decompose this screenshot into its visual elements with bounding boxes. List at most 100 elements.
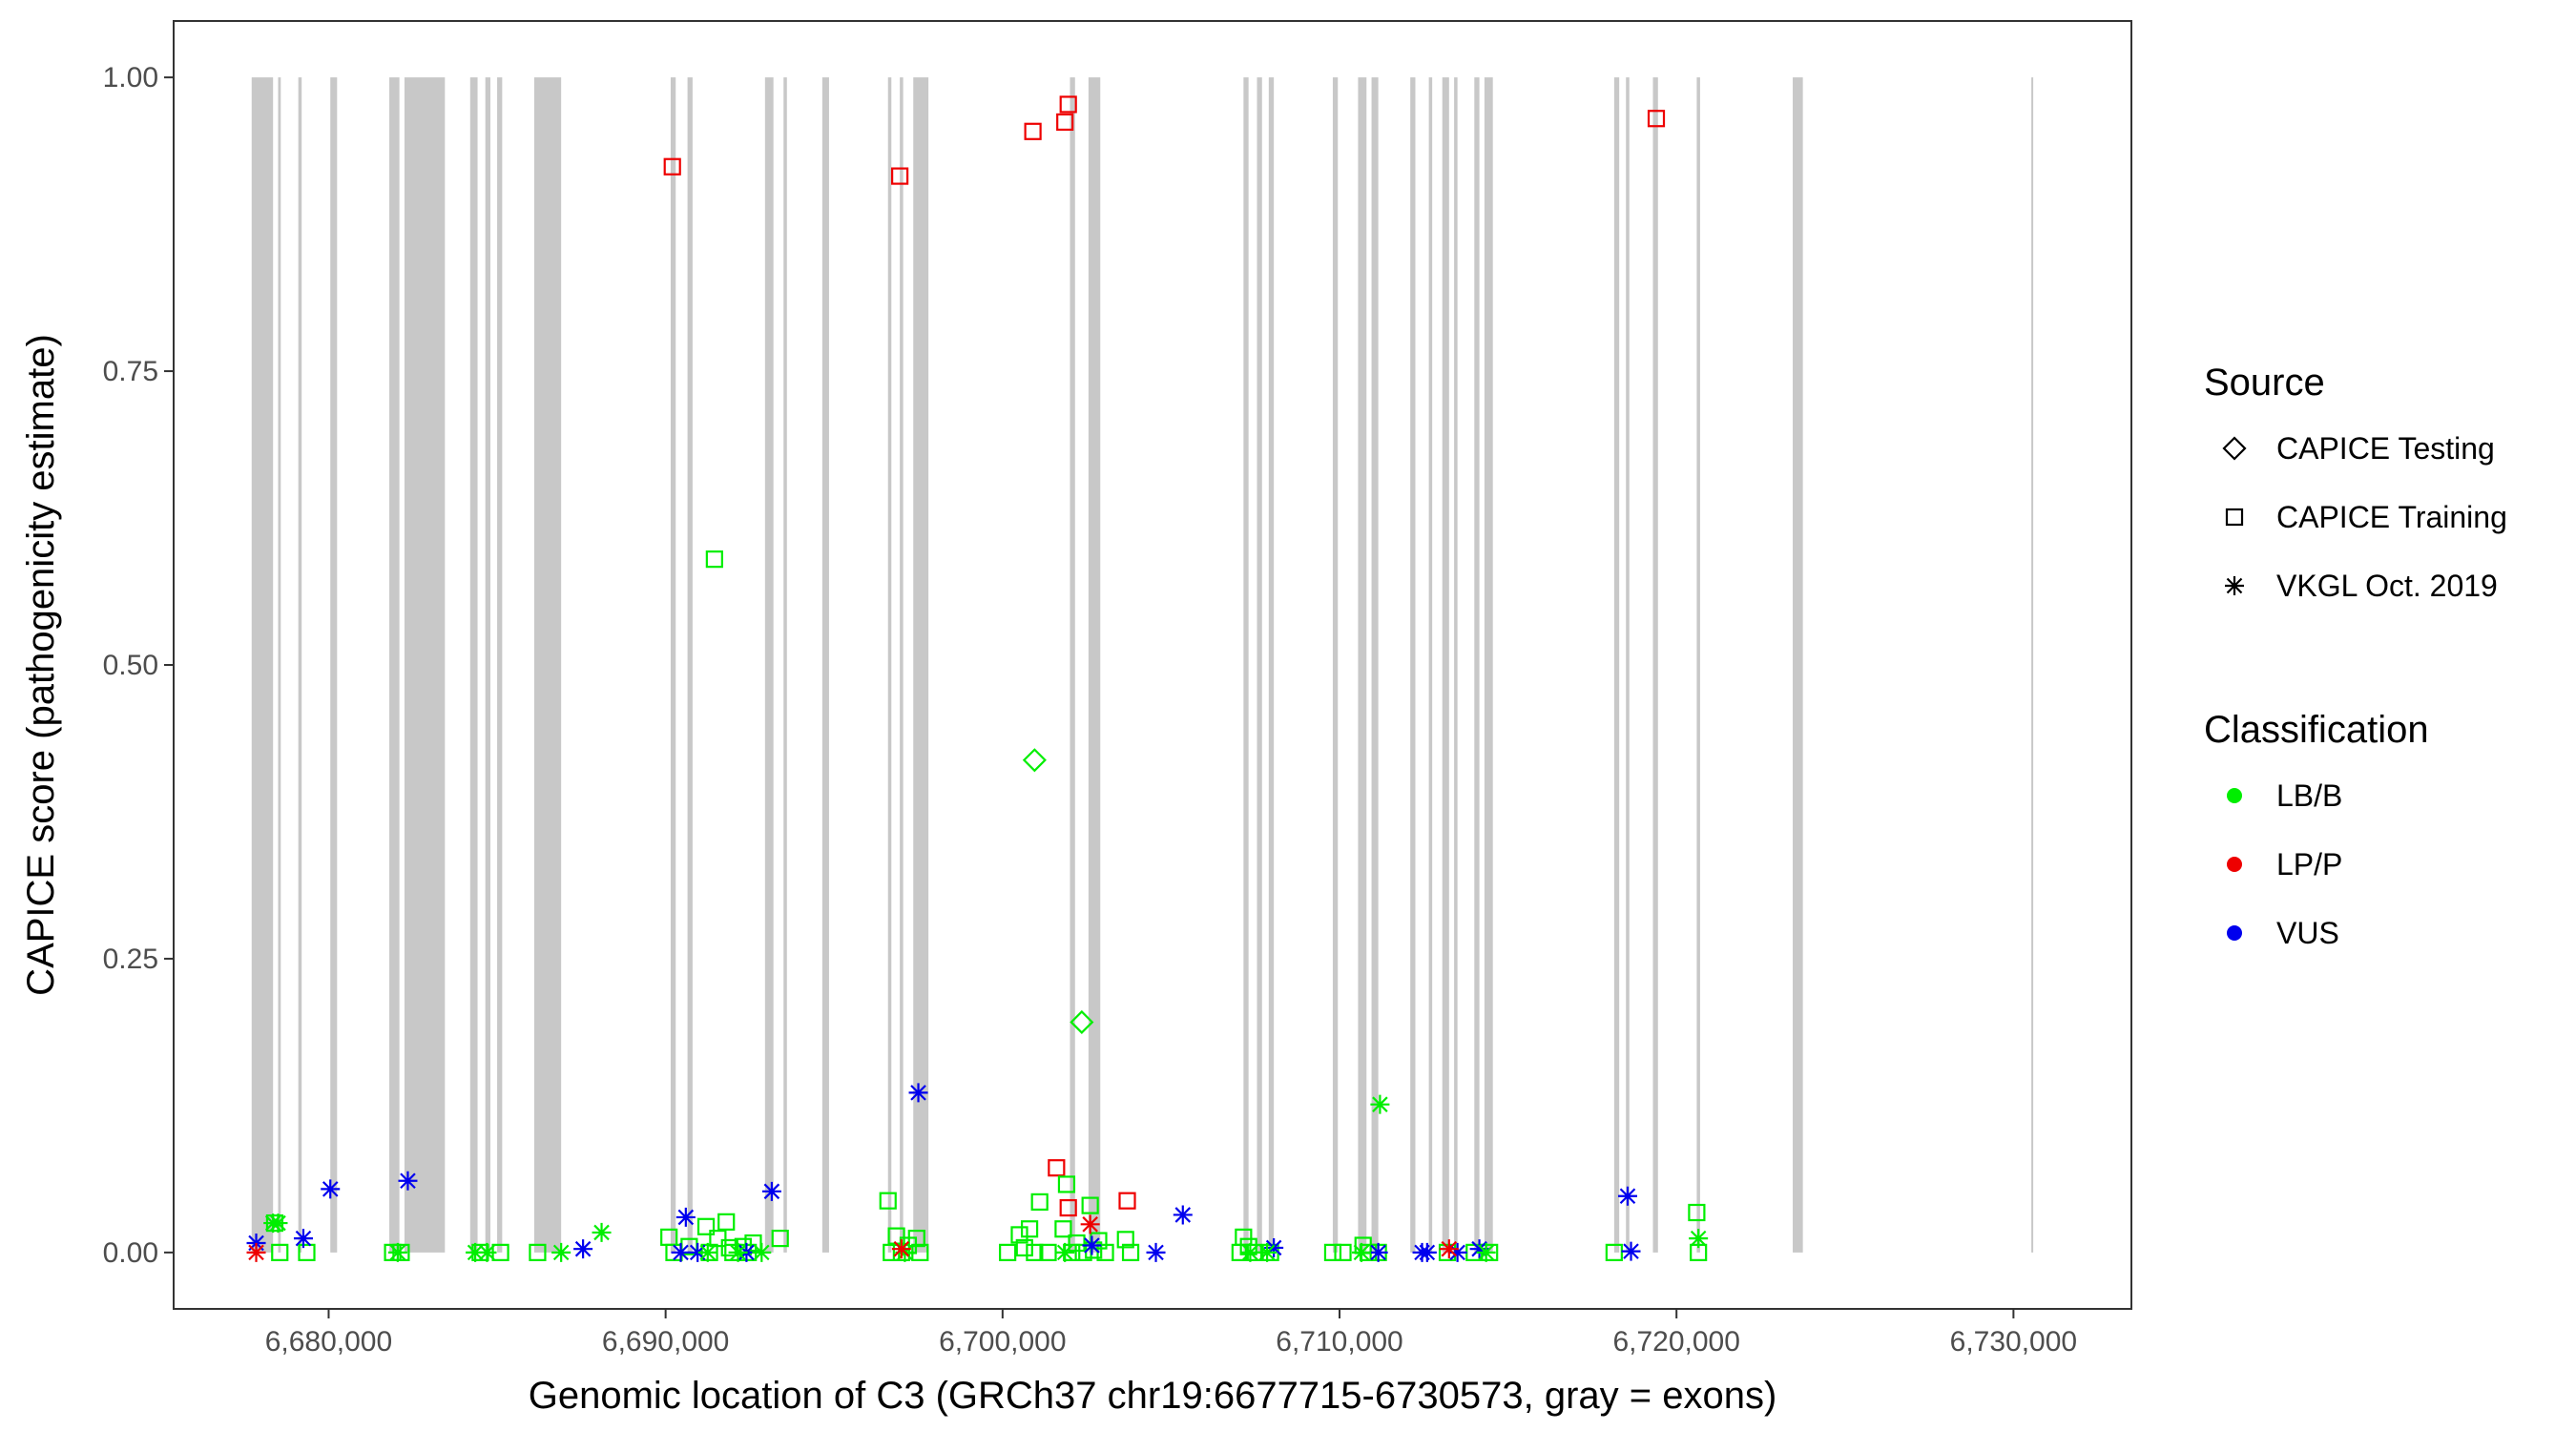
data-point	[675, 1207, 696, 1227]
data-point	[1022, 748, 1047, 773]
exon-band	[485, 77, 490, 1253]
data-point	[761, 1181, 781, 1201]
data-point	[1080, 1214, 1100, 1234]
exon-band	[1474, 77, 1480, 1253]
data-point	[1116, 1231, 1134, 1249]
data-point	[1048, 1159, 1066, 1177]
data-point	[387, 1242, 407, 1262]
exon-band	[764, 77, 774, 1253]
exon-band	[1088, 77, 1101, 1253]
x-axis-title: Genomic location of C3 (GRCh37 chr19:667…	[529, 1375, 1777, 1417]
data-point	[1688, 1203, 1706, 1222]
legend-label: LP/P	[2276, 847, 2342, 881]
data-point	[1476, 1242, 1496, 1262]
data-point	[1020, 1220, 1039, 1238]
data-point	[298, 1243, 316, 1261]
data-point	[1417, 1242, 1437, 1262]
y-axis-title: CAPICE score (pathogenicity estimate)	[20, 334, 62, 996]
exon-band	[1613, 77, 1620, 1253]
legend-label: VUS	[2276, 916, 2339, 950]
data-point	[709, 1229, 727, 1248]
data-point	[1081, 1196, 1099, 1214]
data-point	[1617, 1186, 1637, 1206]
legend-title: Source	[2204, 362, 2325, 404]
exon-band	[251, 77, 274, 1253]
exon-band	[1696, 77, 1700, 1253]
exon-band	[330, 77, 338, 1253]
data-point	[908, 1083, 928, 1103]
data-point	[1024, 122, 1042, 140]
exon-band	[533, 77, 562, 1253]
x-tick-label: 6,700,000	[939, 1326, 1066, 1358]
exon-band	[900, 77, 904, 1253]
data-point	[1082, 1235, 1102, 1255]
data-point	[752, 1242, 772, 1262]
data-point	[1235, 1228, 1253, 1246]
data-point	[246, 1242, 266, 1262]
exon-band	[278, 77, 281, 1253]
legend-label: CAPICE Testing	[2276, 431, 2495, 466]
data-point	[477, 1242, 497, 1262]
data-point	[1059, 1198, 1077, 1217]
exon-band	[821, 77, 829, 1253]
legend-label: CAPICE Training	[2276, 500, 2507, 534]
legend-key	[2227, 925, 2242, 941]
exon-band	[1371, 77, 1379, 1253]
data-point	[592, 1222, 612, 1242]
data-point	[907, 1229, 925, 1248]
data-point	[1469, 1239, 1489, 1259]
data-point	[671, 1242, 691, 1262]
data-point	[688, 1242, 708, 1262]
data-point	[734, 1237, 752, 1255]
data-point	[1055, 1242, 1075, 1262]
plot-panel-border	[173, 20, 2132, 1310]
x-tick-label: 6,690,000	[602, 1326, 729, 1358]
data-point	[1368, 1242, 1388, 1262]
exon-band	[1454, 77, 1458, 1253]
exon-band	[670, 77, 676, 1253]
exon-bands	[251, 77, 2034, 1253]
data-point	[573, 1239, 593, 1259]
data-point	[551, 1242, 571, 1262]
exon-band	[1442, 77, 1449, 1253]
data-point	[1056, 113, 1074, 132]
x-tick-label: 6,710,000	[1276, 1326, 1402, 1358]
exon-band	[1428, 77, 1433, 1253]
exon-band	[389, 77, 400, 1253]
x-tick-label: 6,730,000	[1950, 1326, 2077, 1358]
y-tick-label: 0.00	[103, 1237, 158, 1269]
data-point	[1070, 1009, 1094, 1035]
legend-label: VKGL Oct. 2019	[2276, 569, 2498, 603]
exon-band	[783, 77, 787, 1253]
data-point	[771, 1229, 789, 1248]
x-tick-label: 6,720,000	[1612, 1326, 1739, 1358]
y-axis: 0.00 0.25 0.50 0.75 1.00	[103, 62, 174, 1269]
exon-band	[298, 77, 302, 1253]
data-point	[696, 1217, 716, 1235]
data-point	[1146, 1242, 1166, 1262]
data-point	[1351, 1242, 1371, 1262]
data-point	[663, 157, 681, 176]
data-point	[1334, 1243, 1352, 1261]
data-point	[1621, 1241, 1641, 1261]
exon-band	[497, 77, 503, 1253]
data-point	[1370, 1094, 1390, 1114]
data-point	[1118, 1192, 1136, 1210]
data-point	[1257, 1242, 1278, 1262]
data-point	[1689, 1229, 1709, 1249]
data-point	[529, 1243, 547, 1261]
data-point	[1173, 1205, 1193, 1225]
data-point	[1647, 110, 1666, 128]
legend-key	[2222, 436, 2247, 461]
data-point	[1439, 1239, 1459, 1259]
data-point	[1054, 1220, 1072, 1238]
data-point	[1057, 1175, 1076, 1193]
data-point	[697, 1242, 717, 1262]
data-point	[1026, 1243, 1044, 1261]
legend-title: Classification	[2204, 709, 2429, 751]
data-point	[1030, 1192, 1049, 1212]
exon-band	[887, 77, 892, 1253]
data-point	[1447, 1242, 1467, 1262]
x-tick-label: 6,680,000	[265, 1326, 392, 1358]
legend-key	[2225, 508, 2244, 527]
